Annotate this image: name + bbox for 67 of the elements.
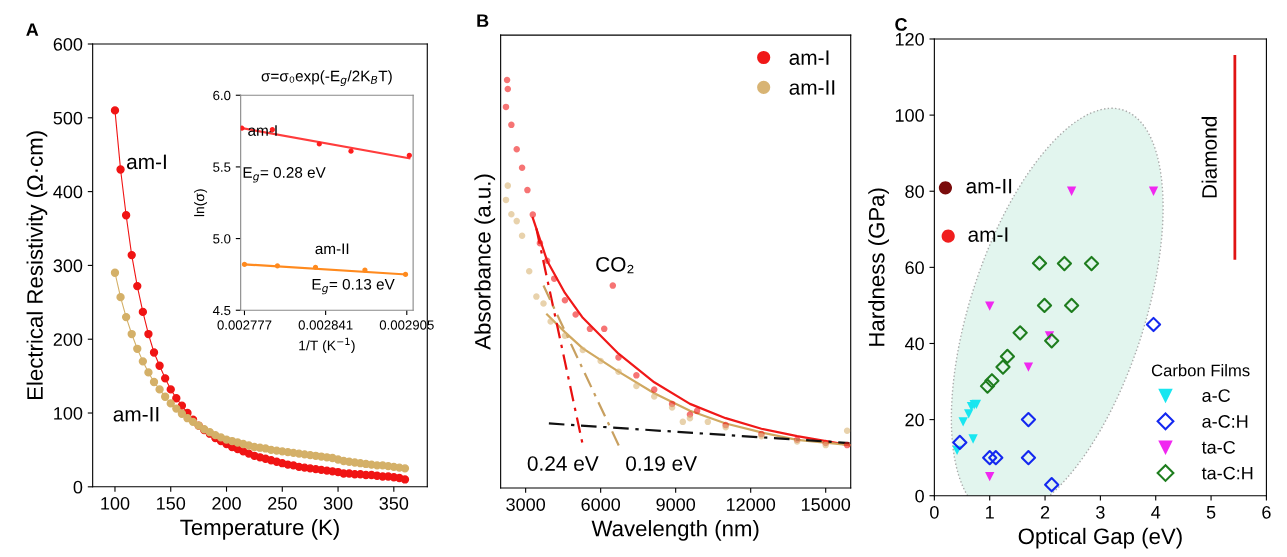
y-axis-title: Hardness (GPa)	[868, 188, 889, 346]
legend-label: a-C:H	[1202, 415, 1248, 428]
annotation: E$_{g}$= 0.13 eV	[312, 278, 395, 295]
y-tick-label: 100	[54, 406, 83, 420]
y-tick-label: 400	[53, 185, 83, 199]
annotation: 0.19 eV	[626, 456, 697, 471]
y-axis-title: ln(σ)	[194, 189, 208, 217]
x-tick-label: 250	[268, 497, 297, 510]
annotation: am-II	[113, 407, 159, 422]
chart-title: B	[477, 14, 489, 27]
x-tick-label: 3000	[506, 498, 546, 511]
y-tick-label: 0	[73, 480, 83, 494]
legend-label: ta-C:H	[1201, 466, 1253, 480]
x-tick-label: 6000	[581, 498, 621, 511]
x-tick-label: 4	[1151, 506, 1161, 519]
x-tick-label: 0	[930, 505, 939, 519]
legend-label: am-II	[789, 80, 835, 95]
x-axis-title: 1/T (K$^{−1}$)	[299, 337, 355, 354]
x-tick-label: 350	[379, 497, 409, 510]
y-tick-label: 6.0	[213, 90, 231, 101]
legend-title: Carbon Films	[1151, 364, 1250, 377]
y-tick-label: 4.5	[212, 305, 231, 316]
x-tick-label: 300	[323, 497, 353, 510]
y-tick-label: 200	[53, 333, 83, 346]
x-tick-label: 0.002777	[217, 320, 272, 330]
y-axis-title: Absorbance (a.u.)	[474, 174, 496, 350]
y-tick-label: 5.0	[213, 234, 231, 244]
x-tick-label: 9000	[656, 498, 696, 511]
x-tick-label: 1	[986, 506, 994, 519]
x-tick-label: 15000	[801, 498, 851, 511]
annotation: am-I	[127, 154, 166, 170]
chart-title: C	[895, 18, 908, 31]
x-tick-label: 2	[1040, 505, 1050, 519]
x-tick-label: 12000	[726, 498, 776, 511]
y-tick-label: 600	[53, 37, 83, 51]
text: Diamond	[1201, 117, 1217, 198]
annotation: 0.24 eV	[527, 456, 599, 471]
y-tick-label: 40	[904, 337, 924, 351]
legend-label: a-C	[1202, 389, 1231, 402]
chart-title: σ=σ₀exp(-E$_{g}$/2K$_{B}$T)	[261, 70, 392, 87]
y-tick-label: 20	[905, 413, 924, 427]
y-tick-label: 100	[895, 109, 924, 122]
y-tick-label: 500	[53, 111, 83, 125]
y-tick-label: 60	[905, 261, 924, 275]
annotation: am-I	[248, 125, 277, 136]
y-axis-title: Electrical Resistivity (Ω·cm)	[26, 131, 48, 400]
y-tick-label: 120	[895, 32, 924, 46]
x-tick-label: 3	[1096, 505, 1105, 519]
annotation: am-I	[968, 227, 1008, 242]
legend-label: am-I	[789, 50, 829, 65]
y-tick-label: 5.5	[213, 162, 231, 172]
x-tick-label: 0.002841	[298, 320, 353, 330]
x-axis-title: Optical Gap (eV)	[1018, 527, 1182, 549]
annotation: am-II	[966, 178, 1012, 194]
x-axis-title: Temperature (K)	[180, 518, 339, 540]
x-tick-label: 150	[157, 497, 186, 510]
x-axis-title: Wavelength (nm)	[591, 520, 759, 541]
x-tick-label: 5	[1206, 506, 1216, 519]
legend-label: ta-C	[1201, 440, 1236, 454]
x-tick-label: 6	[1262, 505, 1271, 519]
annotation: CO₂	[596, 256, 634, 274]
annotation: E$_{g}$= 0.28 eV	[243, 167, 326, 183]
chart-title: A	[26, 23, 39, 36]
x-tick-label: 100	[101, 497, 130, 510]
annotation: am-II	[315, 243, 349, 255]
y-tick-label: 300	[53, 259, 83, 273]
y-tick-label: 80	[905, 185, 924, 198]
